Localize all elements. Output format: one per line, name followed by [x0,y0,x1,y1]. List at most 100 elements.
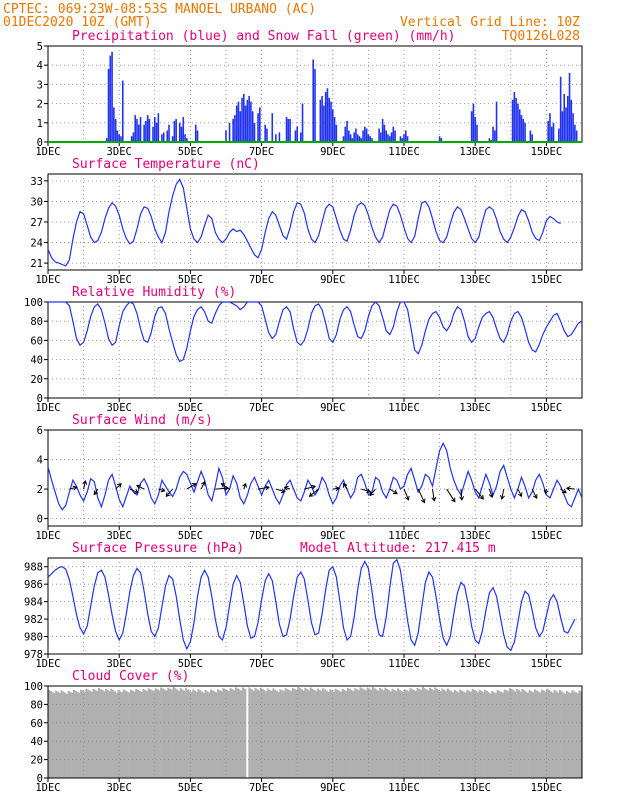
cloud-bar [129,689,132,778]
cloud-bar [555,691,558,778]
precip-bar [531,134,533,142]
cloud-bar [119,691,122,778]
y-tick-label: 0 [37,393,43,405]
precip-bar [136,118,138,142]
x-tick-label: 15DEC [531,402,563,414]
precip-bar [148,118,151,142]
cloud-bar [341,688,344,778]
precip-bar [511,99,514,142]
wind-arrowhead [160,487,166,493]
cloud-bar [396,688,399,778]
precip-bar [155,122,158,142]
y-tick-label: 1 [37,118,43,130]
precip-bar [264,124,266,142]
precip-bar [319,99,322,142]
cloud-bar [409,688,412,778]
cloud-bar [151,690,154,778]
precip-bar [253,122,256,142]
cloud-bar [562,692,565,778]
cloud-bar [124,690,127,778]
precip-bar [248,95,250,142]
wind-vector [488,488,493,498]
cloud-bar [325,690,328,778]
precip-bar [522,118,525,142]
precip-bar [285,117,288,142]
x-tick-label: 5DEC [178,658,203,670]
cloud-bar [521,688,524,778]
panel-0: 0 1 2 3 4 5 1DEC 3DEC 5DEC 7DEC 9DEC 11DEC 13DEC 15DE… [35,41,583,158]
cloud-bar [149,689,152,778]
cloud-bar [179,688,182,778]
precip-bar [251,111,254,142]
precip-bar [488,138,491,142]
cloud-bar [510,688,513,778]
precip-bar [246,99,249,142]
cloud-bar [222,688,225,778]
cloud-bar [428,687,431,778]
wind-arrowhead [392,489,398,495]
precip-bar [438,136,441,142]
cloud-bar [526,692,529,778]
y-tick-label: 2 [37,484,43,496]
cloud-bar [322,688,325,778]
wind-arrowhead [220,483,226,488]
cloud-bar [137,689,140,778]
x-tick-label: 9DEC [320,658,345,670]
cloud-bar [206,691,209,778]
precip-bar [314,69,316,142]
precip-bar [406,136,409,142]
precip-bar [493,130,496,142]
wind-arrowhead [242,482,247,488]
precip-bar [515,97,517,142]
cloud-bar [97,688,100,778]
precip-bar [552,122,555,142]
precip-bar [360,138,363,142]
cloud-bar [160,687,163,778]
cloud-bar [505,690,508,778]
cloud-bar [400,690,403,778]
cloud-bar [436,688,439,778]
cloud-bar [345,690,348,778]
cloud-bar [444,691,448,778]
cloud-bar [370,689,373,778]
panel-title-wind: Surface Wind (m/s) [72,413,213,428]
cloud-bar [62,691,65,778]
cloud-bar [549,691,553,778]
panel-title-humidity: Relative Humidity (%) [72,285,236,300]
wind-vector [566,487,575,490]
x-tick-label: 13DEC [459,274,491,286]
precip-bar [175,118,177,142]
cloud-bar [202,692,205,778]
cloud-bar [138,690,141,778]
cloud-bar [81,690,84,778]
cloud-bar [542,690,545,778]
cloud-bar [201,691,204,778]
precip-bar [109,55,112,142]
precip-bar [575,130,578,142]
cloud-bar [459,689,462,778]
x-tick-label: 7DEC [249,658,274,670]
y-tick-label: 0 [37,773,43,785]
cloud-bar [80,689,83,778]
cloud-bar [558,690,561,778]
cloud-bar [58,692,61,778]
wind-arrowhead [335,486,341,492]
wind-vector [560,488,567,494]
cloud-bar [156,689,159,778]
cloud-bar [402,691,405,778]
cloud-bar [227,691,230,778]
cloud-bar [217,689,220,778]
wind-arrowhead [93,490,99,496]
panel-1: 21 24 27 30 33 1DEC 3DEC 5DEC 7DEC 9DEC 11DEC 13DEC… [30,173,583,286]
cloud-bar [425,689,428,778]
cloud-bar [56,691,59,778]
wind-vector [304,485,316,490]
panel-subtitle-altitude: Model Altitude: 217.415 m [300,541,496,556]
cloud-bar [53,693,56,778]
precip-bar [324,92,327,142]
wind-arrowhead [165,492,171,498]
precip-bar [162,132,165,142]
x-tick-label: 5DEC [178,782,203,794]
cloud-bar [450,691,453,778]
precip-bar [392,126,395,142]
